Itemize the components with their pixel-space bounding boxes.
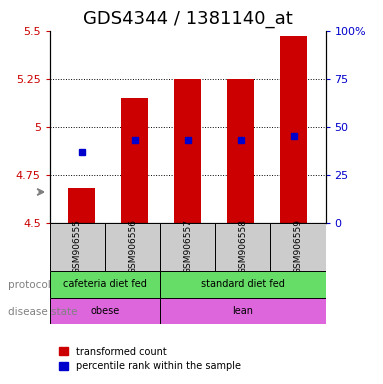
Bar <box>174 79 201 223</box>
FancyBboxPatch shape <box>160 223 215 271</box>
Text: disease state: disease state <box>8 307 77 317</box>
Text: GSM906555: GSM906555 <box>73 219 82 274</box>
Bar <box>68 188 95 223</box>
Bar <box>121 98 148 223</box>
Bar <box>280 36 307 223</box>
Title: GDS4344 / 1381140_at: GDS4344 / 1381140_at <box>83 10 293 28</box>
Text: GSM906556: GSM906556 <box>128 219 137 274</box>
FancyBboxPatch shape <box>215 223 270 271</box>
FancyBboxPatch shape <box>50 298 160 324</box>
Text: GSM906557: GSM906557 <box>183 219 192 274</box>
Bar <box>228 79 254 223</box>
Text: cafeteria diet fed: cafeteria diet fed <box>63 279 147 289</box>
Text: lean: lean <box>232 306 253 316</box>
Legend: transformed count, percentile rank within the sample: transformed count, percentile rank withi… <box>55 343 245 375</box>
FancyBboxPatch shape <box>270 223 326 271</box>
FancyBboxPatch shape <box>50 271 160 298</box>
FancyBboxPatch shape <box>50 223 105 271</box>
FancyBboxPatch shape <box>160 298 326 324</box>
Text: standard diet fed: standard diet fed <box>201 279 285 289</box>
FancyBboxPatch shape <box>105 223 160 271</box>
FancyBboxPatch shape <box>160 271 326 298</box>
Text: GSM906558: GSM906558 <box>238 219 247 274</box>
Text: protocol: protocol <box>8 280 51 290</box>
Text: obese: obese <box>90 306 119 316</box>
Text: GSM906559: GSM906559 <box>293 219 303 274</box>
